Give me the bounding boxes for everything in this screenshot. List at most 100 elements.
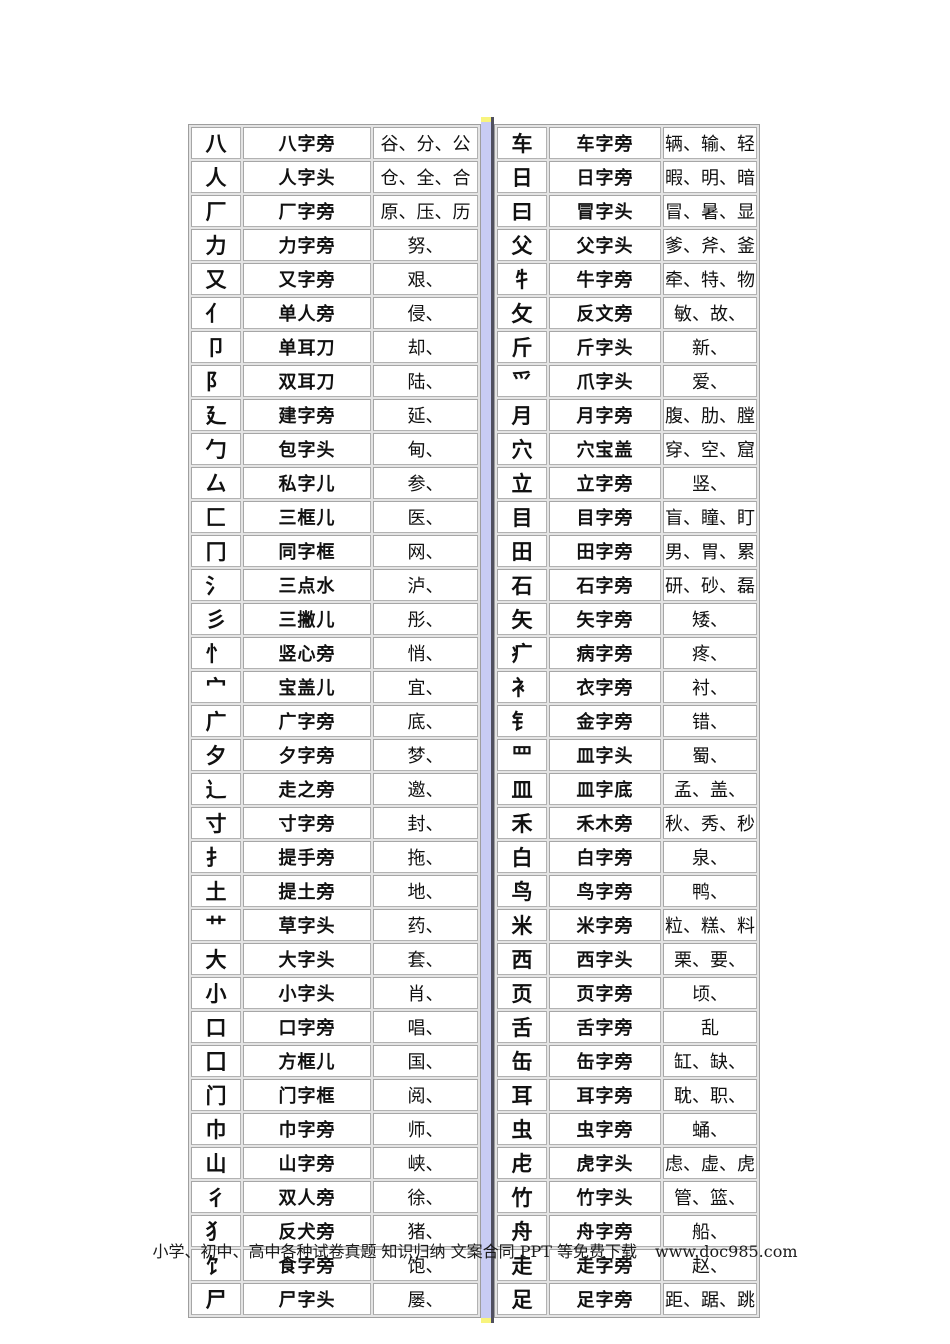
divider-cap-bottom [481,1318,491,1323]
radical-cell: 疒 [497,637,547,669]
table-row: 钅金字旁 错、 [497,705,757,737]
example-chars-cell: 耽、职、 [663,1079,757,1111]
example-chars-cell: 矮、 [663,603,757,635]
example-chars-cell: 甸、 [373,433,478,465]
example-chars-cell: 阅、 [373,1079,478,1111]
radical-cell: 人 [191,161,241,193]
table-row: 彡三撇儿 彤、 [191,603,478,635]
radical-name-cell: 白字旁 [549,841,661,873]
table-row: 亻单人旁 侵、 [191,297,478,329]
radical-cell: 竹 [497,1181,547,1213]
table-row: 匚三框儿 医、 [191,501,478,533]
radical-cell: 舟 [497,1215,547,1247]
radical-cell: 父 [497,229,547,261]
radical-name-cell: 舌字旁 [549,1011,661,1043]
page-column-divider [481,117,494,1323]
example-chars-cell: 肖、 [373,977,478,1009]
radical-name-cell: 金字旁 [549,705,661,737]
example-chars-cell: 悄、 [373,637,478,669]
example-chars-cell: 蜀、 [663,739,757,771]
table-row: 穴穴宝盖 穿、空、窟 [497,433,757,465]
radical-name-cell: 私字儿 [243,467,371,499]
radical-cell: 舌 [497,1011,547,1043]
radical-cell: 页 [497,977,547,1009]
example-chars-cell: 爱、 [663,365,757,397]
example-chars-cell: 虑、虚、虎 [663,1147,757,1179]
table-row: 扌提手旁 拖、 [191,841,478,873]
radical-table-right: 车车字旁 辆、输、轻日日字旁 暇、明、暗曰冒字头 冒、暑、显父父字头 爹、斧、釜牜牛字旁… [494,124,760,1318]
radical-name-cell: 建字旁 [243,399,371,431]
table-row: 西西字头 栗、要、 [497,943,757,975]
radical-cell: 攵 [497,297,547,329]
example-chars-cell: 仓、全、合 [373,161,478,193]
table-row: 舟舟字旁 船、 [497,1215,757,1247]
page-footer: 小学、初中、高中各种试卷真题 知识归纳 文案合同 PPT 等免费下载 www.do… [0,1238,950,1262]
example-chars-cell: 粒、糕、料 [663,909,757,941]
table-row: 缶缶字旁 缸、缺、 [497,1045,757,1077]
radical-name-cell: 厂字旁 [243,195,371,227]
example-chars-cell: 暇、明、暗 [663,161,757,193]
radical-cell: 衤 [497,671,547,703]
radical-cell: 氵 [191,569,241,601]
radical-name-cell: 衣字旁 [549,671,661,703]
table-row: 车车字旁 辆、输、轻 [497,127,757,159]
table-row: 舌舌字旁乱 [497,1011,757,1043]
radical-name-cell: 冒字头 [549,195,661,227]
table-row: 人人字头 仓、全、合 [191,161,478,193]
radical-name-cell: 页字旁 [549,977,661,1009]
example-chars-cell: 蛹、 [663,1113,757,1145]
radical-name-cell: 穴宝盖 [549,433,661,465]
table-row: 又又字旁 艰、 [191,263,478,295]
radical-cell: 彳 [191,1181,241,1213]
radical-cell: 厂 [191,195,241,227]
example-chars-cell: 盲、瞳、盯 [663,501,757,533]
radical-name-cell: 小字头 [243,977,371,1009]
radical-cell: 日 [497,161,547,193]
radical-cell: 田 [497,535,547,567]
table-row: 土提土旁 地、 [191,875,478,907]
radical-cell: 目 [497,501,547,533]
radical-cell: 白 [497,841,547,873]
radical-cell: 罒 [497,739,547,771]
example-chars-cell: 原、压、历 [373,195,478,227]
example-chars-cell: 延、 [373,399,478,431]
table-row: 夕夕字旁 梦、 [191,739,478,771]
radical-name-cell: 双人旁 [243,1181,371,1213]
example-chars-cell: 艰、 [373,263,478,295]
radical-cell: 辶 [191,773,241,805]
table-row: 尸尸字头 屡、 [191,1283,478,1315]
table-row: 冂同字框 网、 [191,535,478,567]
table-row: 小小字头 肖、 [191,977,478,1009]
radical-table-left: 八八字旁 谷、分、公人人字头 仓、全、合厂厂字旁 原、压、历力力字旁 努、又又字旁 艰、亻… [188,124,481,1318]
radical-name-cell: 鸟字旁 [549,875,661,907]
table-row: 衤衣字旁 衬、 [497,671,757,703]
radical-cell: 钅 [497,705,547,737]
footer-site-url: www.doc985.com [655,1242,798,1261]
radical-name-cell: 提手旁 [243,841,371,873]
table-row: 月月字旁 腹、肋、膛 [497,399,757,431]
radical-name-cell: 双耳刀 [243,365,371,397]
example-chars-cell: 孟、盖、 [663,773,757,805]
table-row: 疒病字旁 疼、 [497,637,757,669]
example-chars-cell: 船、 [663,1215,757,1247]
radical-cell: 穴 [497,433,547,465]
example-chars-cell: 研、砂、磊 [663,569,757,601]
radical-cell: 山 [191,1147,241,1179]
divider-cap-top [481,117,491,122]
table-row: 目目字旁 盲、瞳、盯 [497,501,757,533]
radical-cell: 曰 [497,195,547,227]
radical-cell: 亻 [191,297,241,329]
radical-cell: 冂 [191,535,241,567]
radical-name-cell: 尸字头 [243,1283,371,1315]
radical-cell: 矢 [497,603,547,635]
radical-name-cell: 三撇儿 [243,603,371,635]
radical-name-cell: 目字旁 [549,501,661,533]
radical-cell: 鸟 [497,875,547,907]
radical-cell: 车 [497,127,547,159]
radical-cell: 巾 [191,1113,241,1145]
radical-cell: 立 [497,467,547,499]
example-chars-cell: 牵、特、物 [663,263,757,295]
radical-cell: 牜 [497,263,547,295]
radical-cell: 寸 [191,807,241,839]
radical-name-cell: 人字头 [243,161,371,193]
